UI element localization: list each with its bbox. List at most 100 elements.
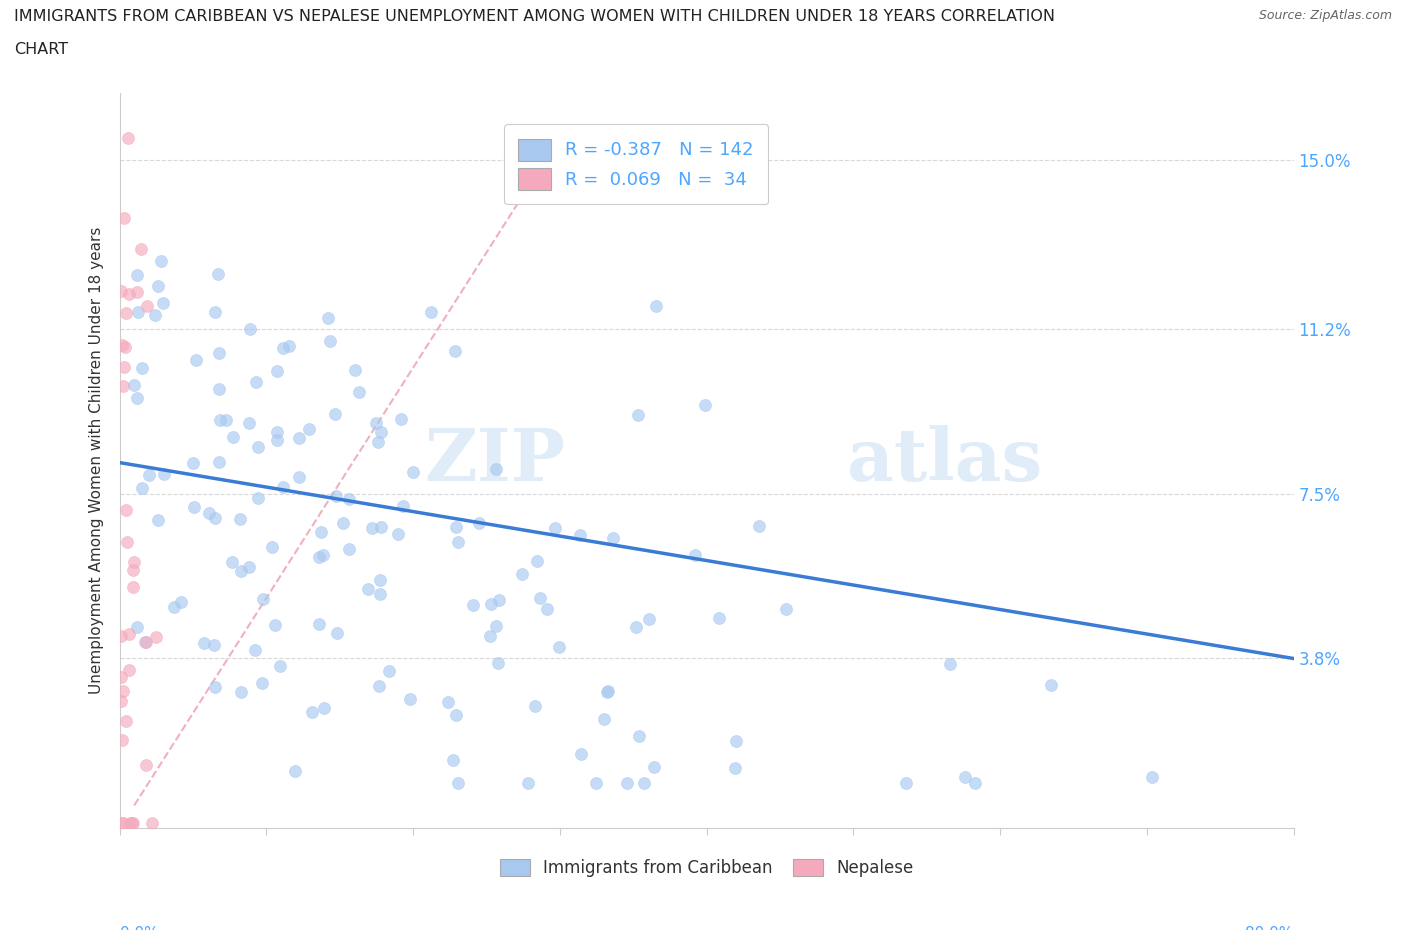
Point [312,700,335,715]
Point [479,596,502,611]
Point [135,634,157,649]
Point [277,339,299,353]
Point [229,512,252,526]
Point [326,626,349,641]
Point [325,488,347,503]
Point [596,684,619,699]
Point [243,643,266,658]
Point [247,440,270,455]
Point [402,465,425,480]
Point [143,307,166,322]
Point [308,550,330,565]
Point [118,286,141,301]
Point [628,728,651,743]
Point [127,285,149,299]
Point [121,816,143,830]
Point [127,304,149,319]
Point [110,284,132,299]
Point [463,598,485,613]
Point [122,378,145,392]
Point [485,618,508,633]
Point [319,333,342,348]
Point [288,470,311,485]
Point [478,629,501,644]
Point [364,416,387,431]
Point [441,752,464,767]
Point [204,305,226,320]
Point [184,352,207,367]
Point [387,526,409,541]
Point [204,511,226,525]
Point [332,516,354,531]
Point [266,363,288,378]
Text: ZIP: ZIP [425,425,565,496]
Point [548,639,571,654]
Point [1039,678,1062,693]
Point [367,434,389,449]
Point [288,431,311,445]
Point [118,627,141,642]
Point [111,816,134,830]
Point [239,322,262,337]
Point [693,397,716,412]
Point [115,713,138,728]
Point [616,776,638,790]
Point [266,433,288,448]
Point [114,339,136,354]
Point [723,761,745,776]
Point [208,454,231,469]
Point [127,391,149,405]
Point [399,692,422,707]
Point [131,480,153,495]
Point [110,628,132,643]
Y-axis label: Unemployment Among Women with Children Under 18 years: Unemployment Among Women with Children U… [89,227,104,694]
Point [208,381,231,396]
Point [121,816,143,830]
Point [110,338,132,352]
Point [115,535,138,550]
Point [524,698,547,713]
Point [602,530,624,545]
Point [370,424,392,439]
Point [367,679,389,694]
Point [134,635,156,650]
Point [231,564,253,578]
Point [633,776,655,790]
Text: CHART: CHART [14,42,67,57]
Point [122,563,145,578]
Point [138,468,160,483]
Point [153,467,176,482]
Point [148,512,170,527]
Point [271,479,294,494]
Point [269,658,291,673]
Point [197,505,219,520]
Point [250,676,273,691]
Point [131,241,153,256]
Point [271,340,294,355]
Point [301,704,323,719]
Point [135,758,157,773]
Point [118,662,141,677]
Point [308,617,330,631]
Point [150,254,173,269]
Point [208,413,231,428]
Point [112,684,135,698]
Point [316,311,339,325]
Point [112,816,135,830]
Point [349,385,371,400]
Point [517,776,540,790]
Point [748,518,770,533]
Point [645,299,668,313]
Point [598,684,620,698]
Point [361,520,384,535]
Point [468,516,491,531]
Point [215,413,238,428]
Point [127,267,149,282]
Point [145,630,167,644]
Point [181,456,204,471]
Point [1140,770,1163,785]
Point [337,541,360,556]
Point [193,635,215,650]
Point [444,343,467,358]
Point [485,461,508,476]
